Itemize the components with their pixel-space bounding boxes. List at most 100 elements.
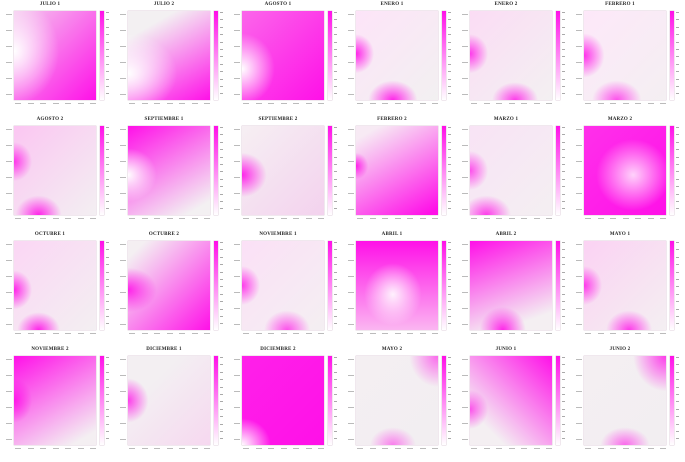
colorbar-tick-mark	[106, 401, 109, 403]
x-tick-mark	[318, 448, 324, 449]
colorbar-tick-mark	[106, 316, 109, 317]
heatmap-field	[14, 356, 96, 445]
x-tick-mark	[660, 333, 666, 334]
y-tick-mark	[234, 161, 240, 162]
panel-title: JUNIO 2	[609, 347, 631, 352]
x-tick-mark	[204, 448, 210, 449]
x-tick-mark	[77, 218, 84, 219]
x-tick-mark	[597, 333, 604, 334]
colorbar-tick-mark	[562, 249, 565, 251]
y-tick-mark	[120, 161, 126, 162]
colorbar-tick-mark	[562, 394, 565, 395]
x-tick-mark	[129, 218, 135, 219]
colorbar-tick-mark	[562, 26, 565, 28]
colorbar	[214, 241, 218, 330]
colorbar-tick-mark	[448, 63, 451, 65]
y-tick-mark	[576, 308, 582, 309]
colorbar-tick-mark	[448, 416, 451, 417]
colorbar-tick-mark	[106, 171, 109, 173]
colorbar-tick-mark	[448, 178, 451, 180]
colorbar-tick-mark	[562, 357, 565, 358]
y-tick-mark	[348, 324, 354, 325]
colorbar-tick-mark	[676, 86, 679, 87]
x-tick-mark	[647, 333, 654, 334]
colorbar-tick-mark	[106, 134, 109, 136]
colorbar-tick-mark	[220, 164, 223, 165]
colorbar-tick-mark	[676, 149, 679, 150]
colorbar-tick-mark	[106, 127, 109, 128]
heatmap-panel: ENERO 2	[456, 2, 570, 117]
y-tick-mark	[576, 94, 582, 95]
colorbar-tick-mark	[562, 242, 565, 243]
heatmap-field	[128, 356, 210, 445]
colorbar-tick-mark	[562, 149, 565, 150]
x-tick-mark	[622, 103, 629, 104]
colorbar-tick-mark	[220, 26, 223, 28]
colorbar-tick-mark	[220, 386, 223, 388]
colorbar-tick-mark	[676, 416, 679, 417]
x-tick-mark	[432, 448, 438, 449]
heatmap-panel: MARZO 2	[570, 117, 684, 232]
y-tick-mark	[348, 193, 354, 194]
y-tick-mark	[462, 129, 468, 130]
y-tick-mark	[462, 244, 468, 245]
colorbar-tick-mark	[448, 49, 451, 50]
colorbar-tick-mark	[676, 401, 679, 403]
y-tick-mark	[462, 177, 468, 178]
colorbar-tick-mark	[448, 141, 451, 143]
colorbar-tick-mark	[220, 63, 223, 65]
y-tick-mark	[120, 260, 126, 261]
colorbar-tick-mark	[676, 201, 679, 202]
colorbar-tick-mark	[676, 178, 679, 180]
colorbar-tick-mark	[448, 379, 451, 380]
colorbar-tick-mark	[562, 193, 565, 195]
colorbar-tick-mark	[562, 78, 565, 80]
heatmap-panel: MARZO 1	[456, 117, 570, 232]
x-tick-mark	[647, 103, 654, 104]
colorbar-tick-mark	[220, 323, 223, 325]
y-tick-mark	[6, 209, 12, 210]
y-tick-mark	[462, 292, 468, 293]
x-tick-mark	[191, 333, 198, 334]
heatmap-field	[584, 356, 666, 445]
heatmap-field	[128, 11, 210, 100]
heatmap-panel: DICIEMBRE 2	[228, 347, 342, 462]
x-tick-mark	[647, 218, 654, 219]
panel-title: MAYO 2	[381, 347, 403, 352]
x-tick-mark	[533, 448, 540, 449]
colorbar-tick-mark	[676, 186, 679, 187]
x-tick-mark	[305, 103, 312, 104]
x-tick-mark	[508, 333, 515, 334]
y-tick-mark	[120, 375, 126, 376]
x-tick-mark	[90, 333, 96, 334]
colorbar-tick-mark	[448, 423, 451, 425]
colorbar-tick-mark	[562, 271, 565, 273]
heatmap-field	[470, 126, 552, 215]
y-tick-mark	[462, 14, 468, 15]
colorbar	[556, 11, 560, 100]
y-tick-mark	[576, 209, 582, 210]
y-tick-mark	[120, 14, 126, 15]
panel-title: MARZO 2	[607, 117, 633, 122]
y-tick-mark	[462, 423, 468, 424]
colorbar	[442, 241, 446, 330]
colorbar-tick-mark	[334, 401, 337, 403]
colorbar-tick-mark	[220, 93, 223, 95]
y-tick-mark	[462, 391, 468, 392]
x-tick-mark	[357, 333, 363, 334]
x-tick-mark	[382, 333, 388, 334]
y-tick-mark	[120, 244, 126, 245]
colorbar-tick-mark	[448, 164, 451, 165]
y-tick-mark	[462, 308, 468, 309]
y-tick-mark	[120, 62, 126, 63]
colorbar-tick-mark	[562, 56, 565, 58]
colorbar-tick-mark	[106, 308, 109, 310]
colorbar-tick-mark	[676, 364, 679, 366]
colorbar-tick-mark	[334, 364, 337, 366]
y-tick-mark	[234, 14, 240, 15]
y-tick-mark	[576, 276, 582, 277]
x-tick-mark	[471, 448, 477, 449]
y-tick-mark	[348, 375, 354, 376]
colorbar-tick-mark	[334, 78, 337, 80]
x-tick-mark	[280, 333, 287, 334]
